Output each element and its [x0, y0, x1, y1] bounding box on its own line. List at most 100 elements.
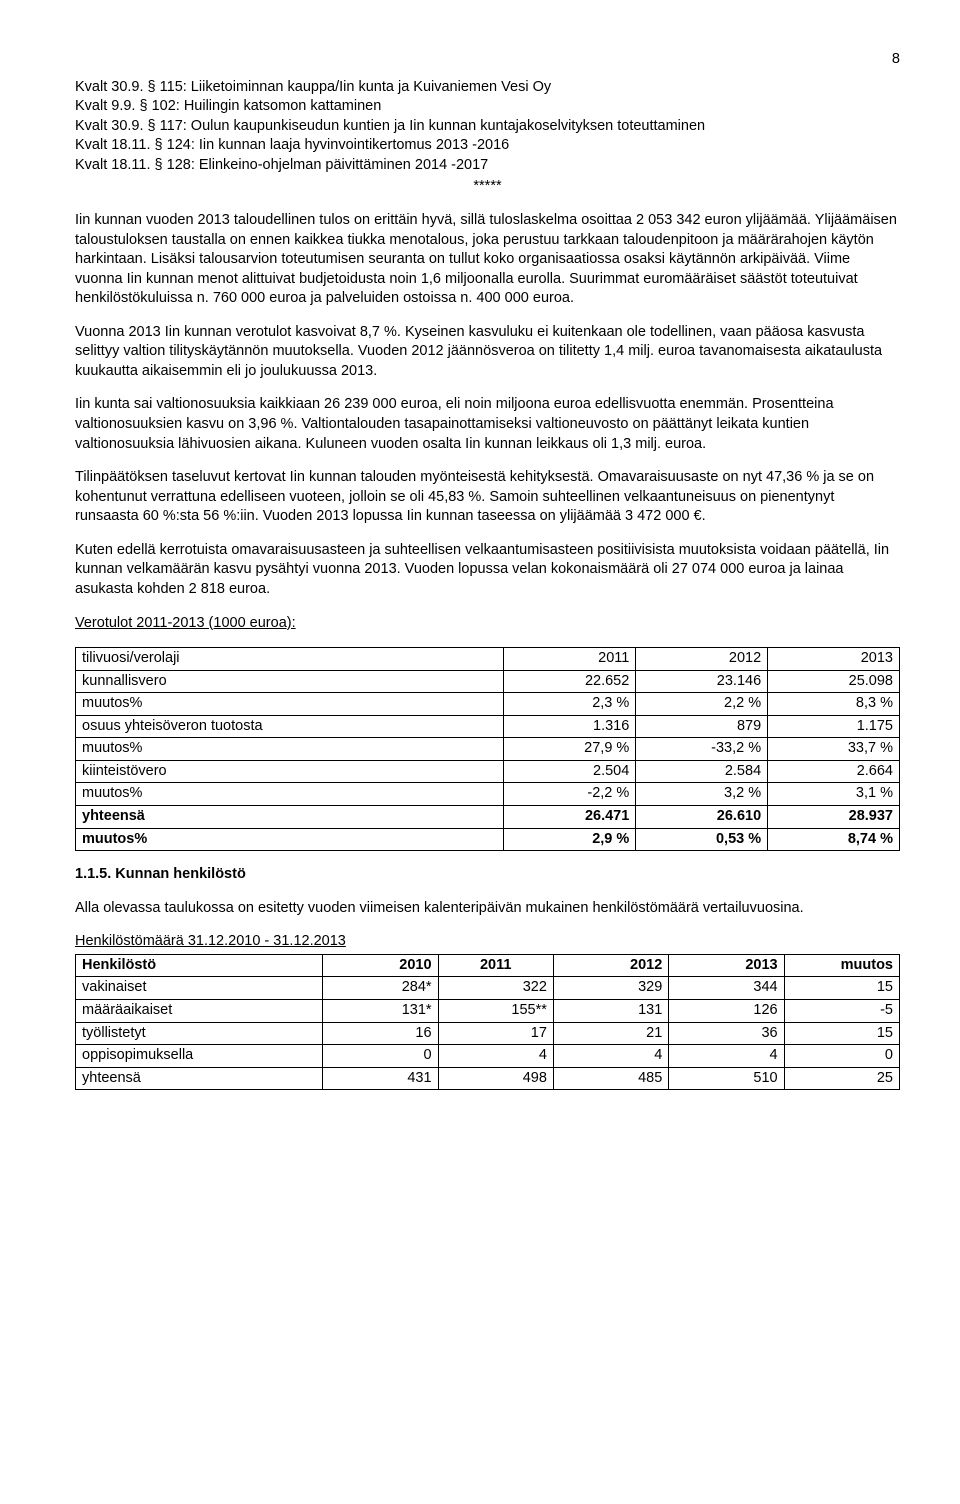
table-header-cell: 2011 [438, 954, 553, 977]
table-row: muutos%-2,2 %3,2 %3,1 % [76, 783, 900, 806]
kvalt-list: Kvalt 30.9. § 115: Liiketoiminnan kauppa… [75, 78, 900, 176]
table-row: yhteensä43149848551025 [76, 1067, 900, 1090]
table-header-cell: 2012 [636, 648, 768, 671]
table-cell: 0 [323, 1045, 438, 1068]
table-cell: 36 [669, 1022, 784, 1045]
table-cell: 0 [784, 1045, 899, 1068]
henkilosto-caption-text: Henkilöstömäärä 31.12.2010 - 31.12.2013 [75, 933, 346, 949]
table-cell: oppisopimuksella [76, 1045, 323, 1068]
paragraph: Iin kunta sai valtionosuuksia kaikkiaan … [75, 395, 900, 454]
table-row: määräaikaiset131*155**131126-5 [76, 999, 900, 1022]
table-header-cell: 2013 [768, 648, 900, 671]
table-cell: 131* [323, 999, 438, 1022]
table-cell: 16 [323, 1022, 438, 1045]
table-cell: työllistetyt [76, 1022, 323, 1045]
table-cell: muutos% [76, 783, 504, 806]
kvalt-line: Kvalt 30.9. § 117: Oulun kaupunkiseudun … [75, 117, 900, 137]
table-header-cell: 2011 [504, 648, 636, 671]
table-cell: muutos% [76, 738, 504, 761]
table-header-cell: Henkilöstö [76, 954, 323, 977]
table-cell: 33,7 % [768, 738, 900, 761]
table-header-cell: 2010 [323, 954, 438, 977]
table-cell: 498 [438, 1067, 553, 1090]
table-cell: yhteensä [76, 806, 504, 829]
table-row-total: muutos%2,9 %0,53 %8,74 % [76, 828, 900, 851]
paragraph: Tilinpäätöksen taseluvut kertovat Iin ku… [75, 468, 900, 527]
table-cell: 879 [636, 715, 768, 738]
table-cell: 2.584 [636, 760, 768, 783]
table-cell: 2,9 % [504, 828, 636, 851]
table-row: työllistetyt1617213615 [76, 1022, 900, 1045]
table-cell: 126 [669, 999, 784, 1022]
kvalt-line: Kvalt 9.9. § 102: Huilingin katsomon kat… [75, 97, 900, 117]
table-cell: 1.316 [504, 715, 636, 738]
section-title-1-1-5: 1.1.5. Kunnan henkilöstö [75, 865, 900, 885]
table-cell: 431 [323, 1067, 438, 1090]
table-cell: 2,2 % [636, 693, 768, 716]
kvalt-line: Kvalt 18.11. § 124: Iin kunnan laaja hyv… [75, 136, 900, 156]
verotulot-heading-text: Verotulot 2011-2013 (1000 euroa): [75, 615, 296, 631]
table-cell: 3,1 % [768, 783, 900, 806]
table-cell: vakinaiset [76, 977, 323, 1000]
table-cell: 15 [784, 1022, 899, 1045]
table-cell: 4 [438, 1045, 553, 1068]
paragraph: Vuonna 2013 Iin kunnan verotulot kasvoiv… [75, 323, 900, 382]
page-number: 8 [75, 50, 900, 70]
table-cell: 510 [669, 1067, 784, 1090]
table-header-cell: tilivuosi/verolaji [76, 648, 504, 671]
table-cell: 15 [784, 977, 899, 1000]
table-cell: 2.504 [504, 760, 636, 783]
table-cell: määräaikaiset [76, 999, 323, 1022]
table-cell: 8,3 % [768, 693, 900, 716]
table-row: muutos%27,9 %-33,2 %33,7 % [76, 738, 900, 761]
table-cell: 26.471 [504, 806, 636, 829]
table-cell: 25.098 [768, 670, 900, 693]
paragraph: Kuten edellä kerrotuista omavaraisuusast… [75, 541, 900, 600]
table-cell: osuus yhteisöveron tuotosta [76, 715, 504, 738]
table-row: kunnallisvero22.65223.14625.098 [76, 670, 900, 693]
table-cell: 25 [784, 1067, 899, 1090]
table-cell: muutos% [76, 828, 504, 851]
table-cell: 4 [669, 1045, 784, 1068]
kvalt-line: Kvalt 18.11. § 128: Elinkeino-ohjelman p… [75, 156, 900, 176]
paragraph: Alla olevassa taulukossa on esitetty vuo… [75, 899, 900, 919]
table-row: oppisopimuksella04440 [76, 1045, 900, 1068]
table-cell: yhteensä [76, 1067, 323, 1090]
table-cell: 131 [553, 999, 668, 1022]
table-cell: 155** [438, 999, 553, 1022]
table-cell: 0,53 % [636, 828, 768, 851]
table-cell: 2,3 % [504, 693, 636, 716]
table-header-cell: 2012 [553, 954, 668, 977]
table-row: kiinteistövero2.5042.5842.664 [76, 760, 900, 783]
kvalt-line: Kvalt 30.9. § 115: Liiketoiminnan kauppa… [75, 78, 900, 98]
table-cell: 2.664 [768, 760, 900, 783]
table-row: muutos%2,3 %2,2 %8,3 % [76, 693, 900, 716]
table-cell: 4 [553, 1045, 668, 1068]
table-cell: -5 [784, 999, 899, 1022]
table-cell: 23.146 [636, 670, 768, 693]
table-cell: 284* [323, 977, 438, 1000]
table-cell: 1.175 [768, 715, 900, 738]
table-cell: 21 [553, 1022, 668, 1045]
paragraph: Iin kunnan vuoden 2013 taloudellinen tul… [75, 211, 900, 309]
table-cell: 3,2 % [636, 783, 768, 806]
table-cell: 17 [438, 1022, 553, 1045]
henkilosto-table: Henkilöstö2010201120122013muutosvakinais… [75, 954, 900, 1090]
table-cell: kunnallisvero [76, 670, 504, 693]
henkilosto-caption: Henkilöstömäärä 31.12.2010 - 31.12.2013 [75, 932, 900, 952]
table-cell: 26.610 [636, 806, 768, 829]
table-cell: 28.937 [768, 806, 900, 829]
table-header-cell: 2013 [669, 954, 784, 977]
table-cell: 8,74 % [768, 828, 900, 851]
table-cell: 329 [553, 977, 668, 1000]
table-cell: kiinteistövero [76, 760, 504, 783]
verotulot-heading: Verotulot 2011-2013 (1000 euroa): [75, 614, 900, 634]
table-cell: 27,9 % [504, 738, 636, 761]
table-cell: 322 [438, 977, 553, 1000]
table-row-total: yhteensä26.47126.61028.937 [76, 806, 900, 829]
table-cell: muutos% [76, 693, 504, 716]
table-cell: -33,2 % [636, 738, 768, 761]
table-cell: -2,2 % [504, 783, 636, 806]
table-cell: 344 [669, 977, 784, 1000]
verotulot-table: tilivuosi/verolaji201120122013kunnallisv… [75, 647, 900, 851]
